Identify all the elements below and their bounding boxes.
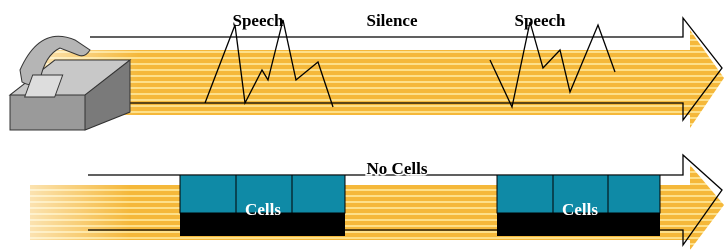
diagram: Speech Silence Speech No Cells Cells Cel… — [0, 0, 724, 252]
top-arrow — [40, 18, 724, 128]
label: Speech — [233, 11, 285, 30]
label: No Cells — [367, 159, 428, 178]
cell-label: Cells — [245, 200, 281, 219]
label: Silence — [367, 11, 418, 30]
label: Speech — [515, 11, 567, 30]
cell-label: Cells — [562, 200, 598, 219]
